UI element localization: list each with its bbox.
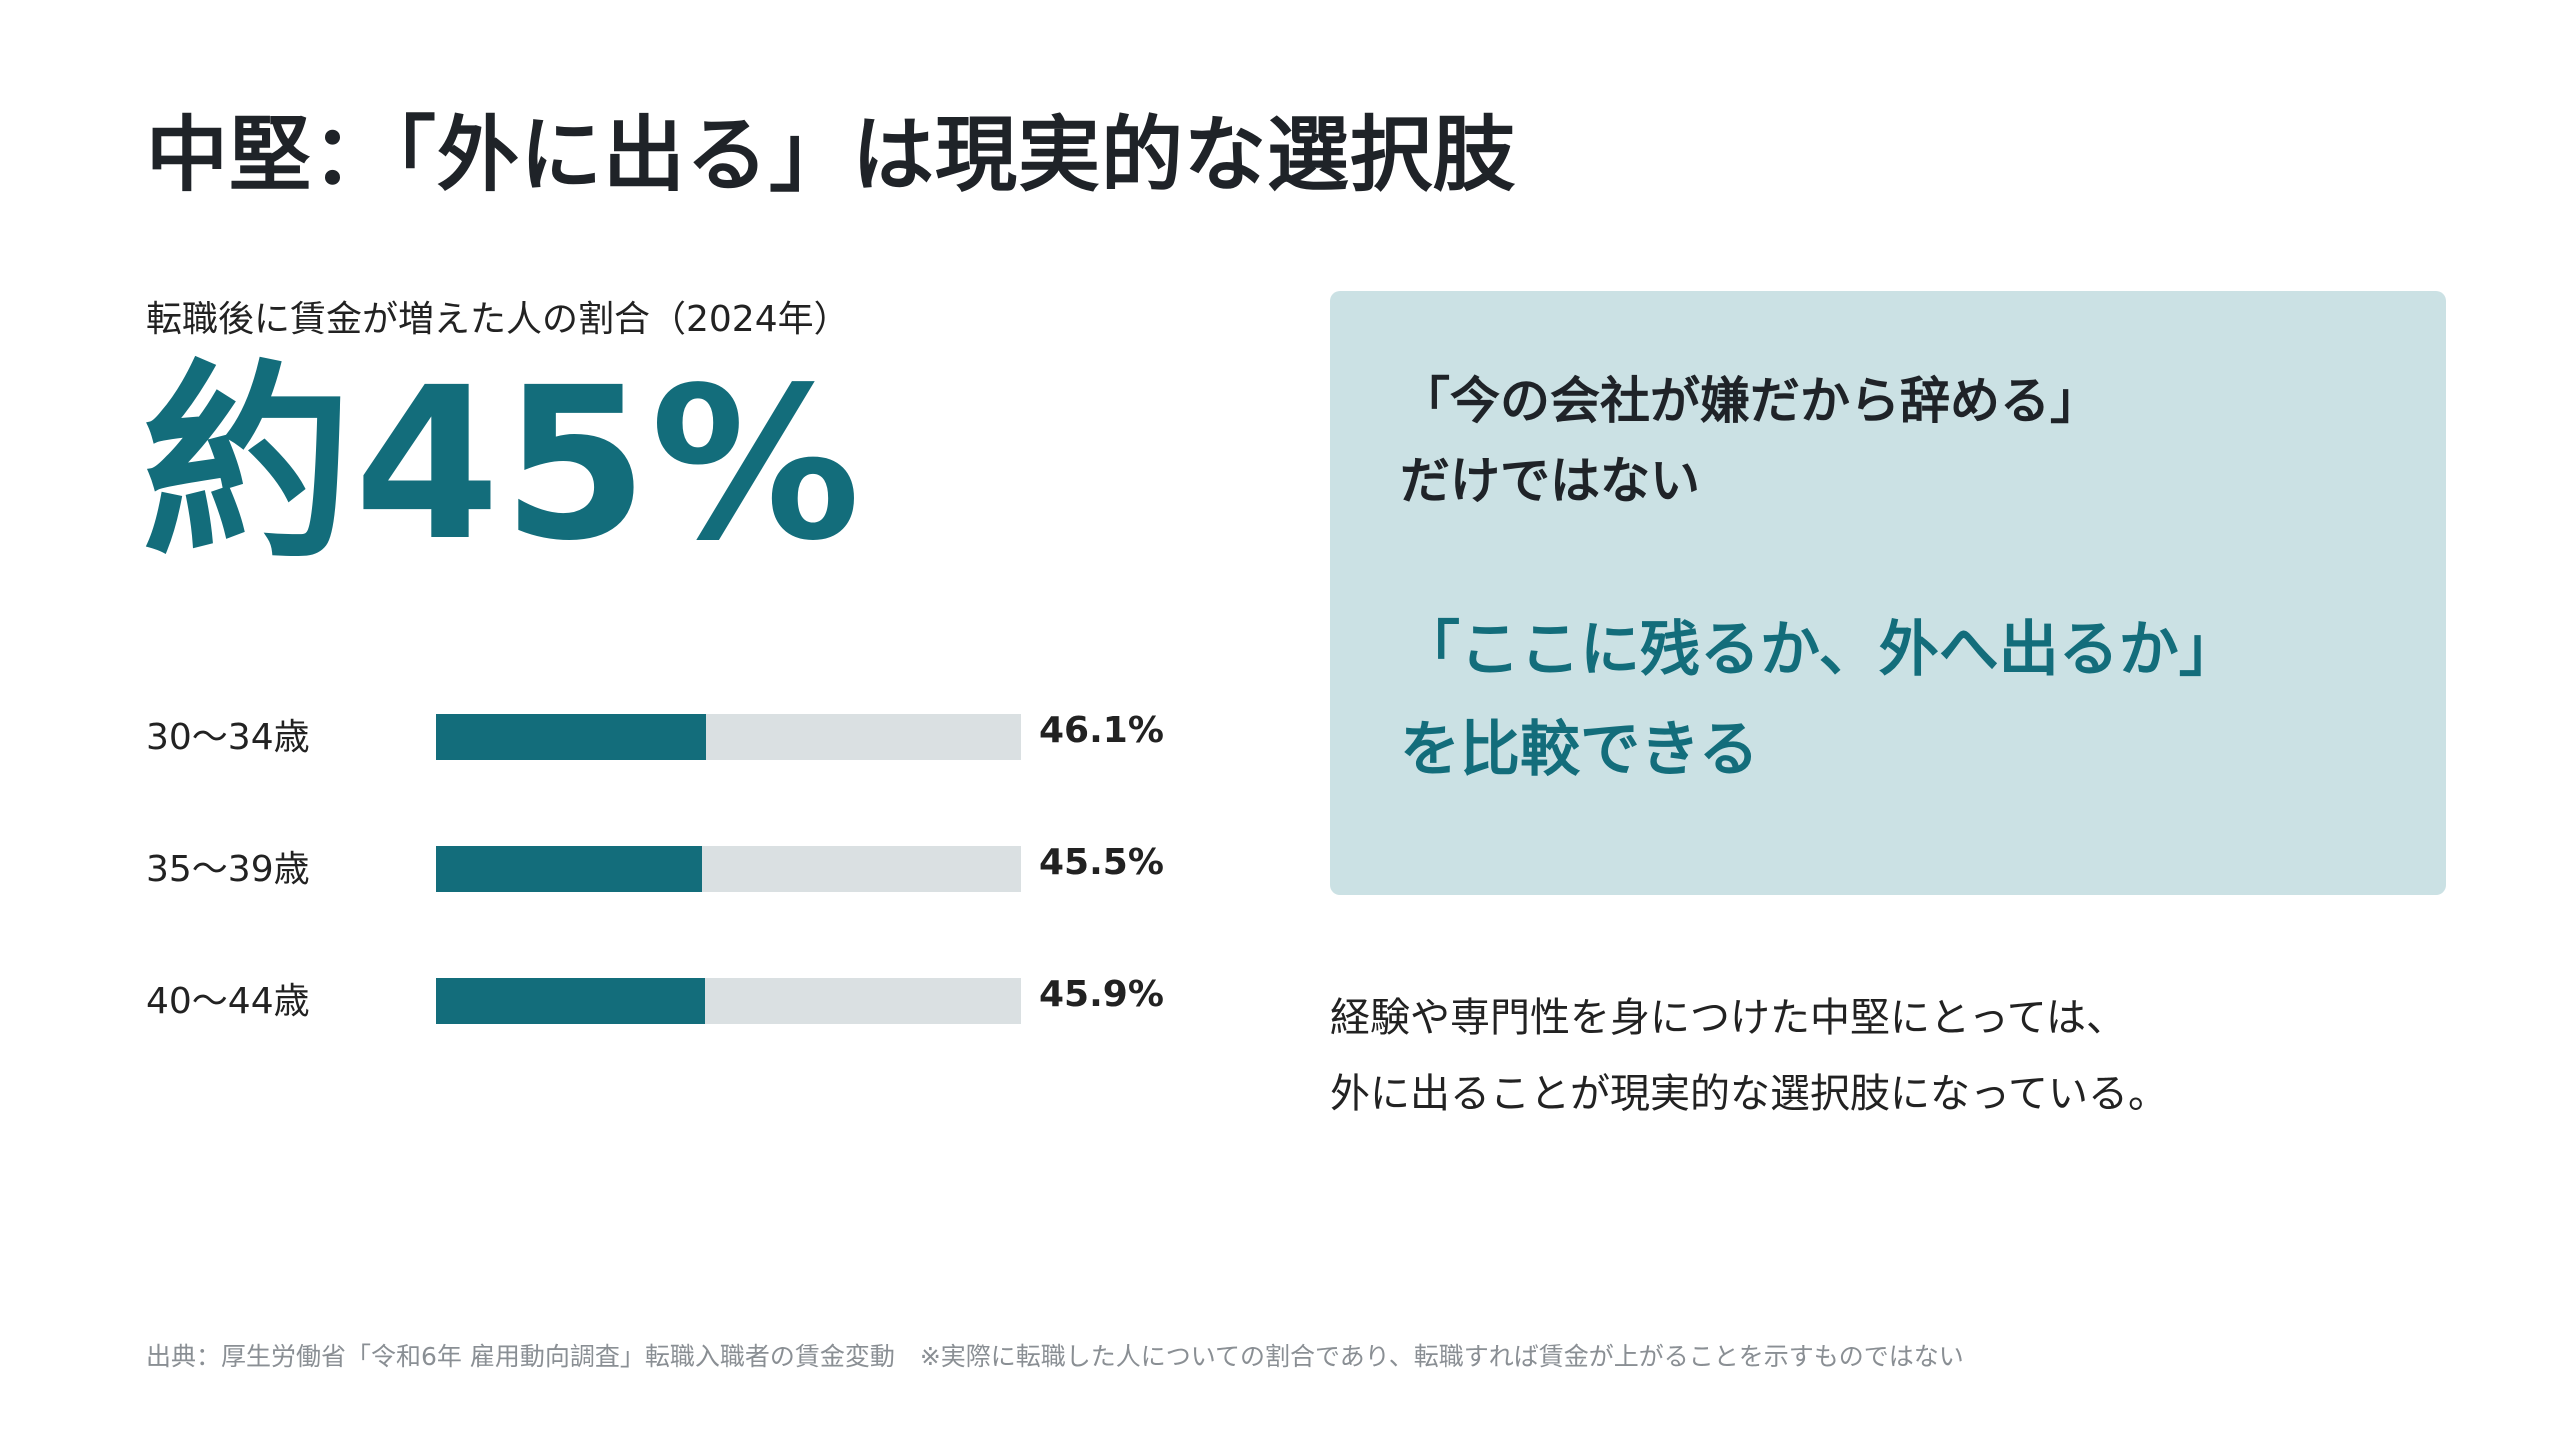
bar-row: 30〜34歳 46.1% [146, 700, 1246, 760]
callout-line-3: 「ここに残るか、外へ出るか」 [1400, 615, 2239, 685]
bar-row: 40〜44歳 45.9% [146, 964, 1246, 1024]
body-line-1: 経験や専門性を身につけた中堅にとっては、 [1330, 995, 2126, 1041]
headline-percentage: 約45% [142, 342, 863, 587]
bar-track [436, 714, 1021, 760]
bar-category-label: 30〜34歳 [146, 717, 310, 758]
page-title: 中堅：「外に出る」は現実的な選択肢 [146, 108, 1517, 203]
bar-fill [436, 846, 703, 892]
body-line-2: 外に出ることが現実的な選択肢になっている。 [1330, 1071, 2168, 1117]
bar-value-label: 45.5% [1039, 842, 1164, 883]
bar-category-label: 35〜39歳 [146, 849, 310, 890]
bar-fill [436, 978, 705, 1024]
body-text: 経験や専門性を身につけた中堅にとっては、 外に出ることが現実的な選択肢になってい… [1330, 980, 2168, 1132]
bar-track [436, 846, 1021, 892]
callout-line-2: だけではない [1400, 452, 1700, 510]
source-footnote: 出典：厚生労働省「令和6年 雇用動向調査」転職入職者の賃金変動 ※実際に転職した… [146, 1342, 1964, 1371]
bar-category-label: 40〜44歳 [146, 981, 310, 1022]
bar-fill [436, 714, 706, 760]
bar-value-label: 46.1% [1039, 710, 1164, 751]
callout-line-1: 「今の会社が嫌だから辞める」 [1400, 372, 2100, 430]
bar-value-label: 45.9% [1039, 974, 1164, 1015]
bar-track [436, 978, 1021, 1024]
callout-line-4: を比較できる [1400, 715, 1759, 785]
callout-box: 「今の会社が嫌だから辞める」 だけではない 「ここに残るか、外へ出るか」 を比較… [1330, 291, 2446, 895]
bar-chart: 30〜34歳 46.1% 35〜39歳 45.5% 40〜44歳 45.9% [146, 700, 1246, 1060]
chart-subtitle: 転職後に賃金が増えた人の割合（2024年） [146, 299, 850, 340]
bar-row: 35〜39歳 45.5% [146, 832, 1246, 892]
